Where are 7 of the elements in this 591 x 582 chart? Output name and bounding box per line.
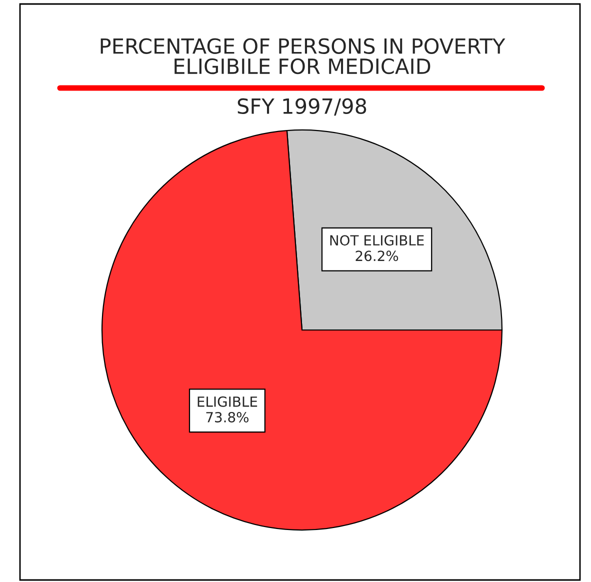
chart-title: PERCENTAGE OF PERSONS IN POVERTY ELIGIBILE FOR MEDICAID xyxy=(100,38,506,74)
data-label: 26.2% xyxy=(356,250,398,262)
slice-label: ELIGIBLE xyxy=(198,396,258,407)
data-label: 73.8% xyxy=(206,412,248,422)
chart-subtitle: SFY 1997/98 xyxy=(238,98,366,116)
slice-label: NOT ELIGIBLE xyxy=(330,235,424,246)
pie-slice xyxy=(101,130,503,531)
